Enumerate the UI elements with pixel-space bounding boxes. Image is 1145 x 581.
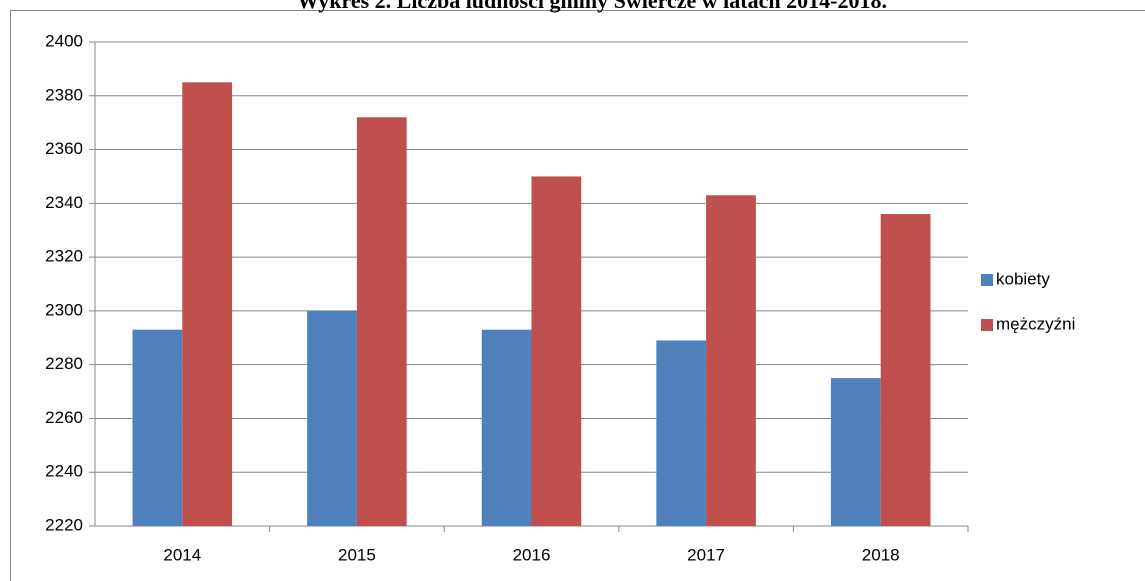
- bar: [481, 329, 532, 526]
- y-tick-label: 2400: [45, 31, 83, 50]
- legend-label: mężczyźni: [996, 314, 1075, 333]
- y-tick-label: 2380: [45, 85, 83, 104]
- bar: [356, 117, 407, 527]
- y-tick-label: 2300: [45, 300, 83, 319]
- y-tick-label: 2360: [45, 139, 83, 158]
- y-tick-label: 2240: [45, 462, 83, 481]
- bar: [880, 214, 931, 527]
- chart-title: Wykres 2. Liczba ludności gminy Świercze…: [297, 0, 887, 13]
- y-tick-label: 2260: [45, 408, 83, 427]
- legend-swatch: [981, 274, 993, 286]
- x-tick-label: 2018: [862, 545, 900, 564]
- y-tick-label: 2320: [45, 247, 83, 266]
- bar: [132, 329, 183, 526]
- bar: [830, 378, 881, 526]
- bar: [656, 340, 707, 526]
- y-tick-label: 2220: [45, 515, 83, 534]
- y-tick-label: 2340: [45, 193, 83, 212]
- chart-border: [10, 10, 1145, 581]
- x-tick-label: 2016: [513, 545, 551, 564]
- x-tick-label: 2015: [338, 545, 376, 564]
- x-tick-label: 2017: [687, 545, 725, 564]
- bar: [307, 310, 357, 526]
- bar: [531, 176, 582, 526]
- legend-label: kobiety: [996, 269, 1050, 288]
- bar: [706, 195, 756, 526]
- y-tick-label: 2280: [45, 354, 83, 373]
- bar: [182, 82, 233, 526]
- legend-swatch: [981, 319, 993, 331]
- x-tick-label: 2014: [163, 545, 201, 564]
